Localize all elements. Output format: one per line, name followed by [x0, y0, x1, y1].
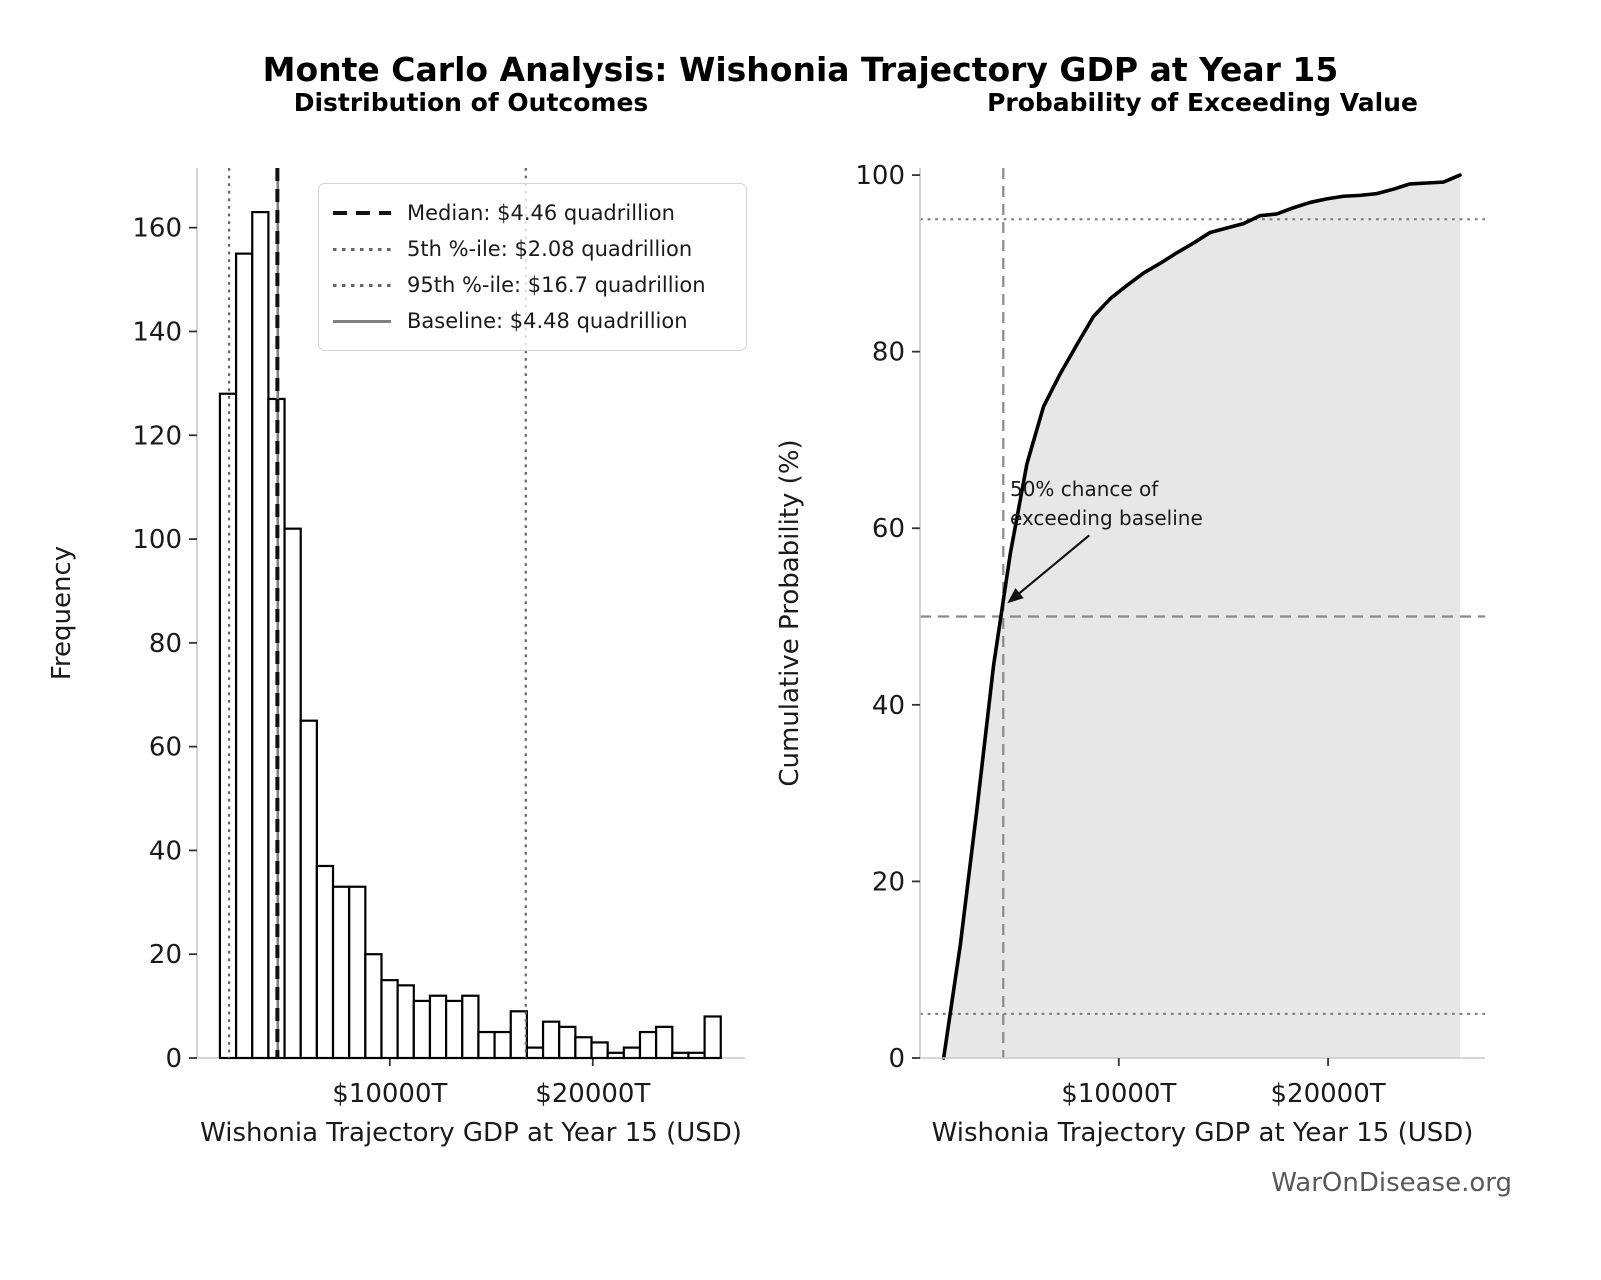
histogram-bar	[234, 252, 254, 1060]
legend-row-median: Median: $4.46 quadrillion	[333, 195, 732, 231]
main-title: Monte Carlo Analysis: Wishonia Trajector…	[262, 50, 1339, 89]
y-tick-label: 40	[149, 836, 182, 866]
y-tick-label: 120	[132, 421, 182, 451]
cdf-y-axis-label: Cumulative Probability (%)	[775, 439, 805, 787]
cdf-x-axis-label: Wishonia Trajectory GDP at Year 15 (USD)	[931, 1118, 1474, 1148]
legend-label-p95: 95th %-ile: $16.7 quadrillion	[407, 273, 706, 297]
legend-row-baseline: Baseline: $4.48 quadrillion	[333, 303, 732, 339]
histogram-bar	[396, 984, 415, 1060]
y-tick-label: 80	[872, 338, 905, 368]
histogram-bar	[493, 1030, 512, 1060]
cdf-curve	[941, 173, 1462, 1060]
histogram-x-axis-label: Wishonia Trajectory GDP at Year 15 (USD)	[200, 1118, 742, 1148]
histogram-bar	[574, 1036, 593, 1060]
histogram-bar	[606, 1051, 625, 1060]
y-tick-label: 20	[872, 867, 905, 897]
cdf-plot: 0 20 40 60 80 100 $10000T $20000T	[855, 161, 1485, 1109]
histogram-bar	[541, 1020, 561, 1060]
histogram-bar	[655, 1025, 674, 1060]
y-tick-label: 20	[149, 940, 182, 970]
histogram-bar	[348, 885, 367, 1060]
histogram-bar	[299, 719, 318, 1060]
legend: Median: $4.46 quadrillion 5th %-ile: $2.…	[318, 183, 747, 351]
histogram-bar	[509, 1010, 528, 1060]
annotation-arrow-shaft	[1018, 534, 1090, 594]
legend-row-p95: 95th %-ile: $16.7 quadrillion	[333, 267, 732, 303]
watermark: WarOnDisease.org	[1271, 1168, 1512, 1198]
legend-row-p5: 5th %-ile: $2.08 quadrillion	[333, 231, 732, 267]
y-tick-label: 80	[149, 629, 182, 659]
p95-line-swatch	[333, 283, 391, 287]
histogram-bar	[461, 994, 480, 1060]
legend-label-baseline: Baseline: $4.48 quadrillion	[407, 309, 688, 333]
histogram-bar	[638, 1030, 658, 1060]
histogram-bar	[477, 1030, 496, 1060]
y-tick-label: 0	[888, 1044, 905, 1074]
x-tick-label: $20000T	[1270, 1079, 1385, 1109]
median-line-swatch	[333, 211, 391, 215]
annotation-arrow-head	[1007, 588, 1024, 604]
histogram-bar	[412, 999, 432, 1060]
histogram-bar	[590, 1041, 609, 1060]
histogram-bar	[687, 1051, 706, 1060]
histogram-bar	[525, 1046, 545, 1060]
x-tick-label: $20000T	[535, 1079, 650, 1109]
legend-label-p5: 5th %-ile: $2.08 quadrillion	[407, 237, 693, 261]
histogram-bar	[445, 999, 464, 1060]
histogram-bar	[671, 1051, 690, 1060]
histogram-bar	[558, 1025, 577, 1060]
histogram-bar	[380, 979, 399, 1060]
y-tick-label: 60	[149, 733, 182, 763]
p5-line-swatch	[333, 247, 391, 251]
histogram-y-axis-label: Frequency	[47, 545, 77, 681]
y-tick-label: 40	[872, 691, 905, 721]
y-tick-label: 100	[132, 525, 182, 555]
cdf-annotation: 50% chance of exceeding baseline	[1009, 477, 1203, 531]
x-tick-label: $10000T	[332, 1079, 447, 1109]
x-tick-label: $10000T	[1061, 1079, 1176, 1109]
histogram-bar	[315, 864, 335, 1060]
cdf-title: Probability of Exceeding Value	[987, 88, 1418, 117]
legend-label-median: Median: $4.46 quadrillion	[407, 201, 675, 225]
histogram-title: Distribution of Outcomes	[293, 88, 649, 117]
y-tick-label: 60	[872, 514, 905, 544]
cdf-area-fill	[943, 175, 1461, 1059]
histogram-bar	[283, 527, 302, 1060]
histogram-bar	[703, 1015, 722, 1060]
histogram-bar	[331, 885, 351, 1060]
baseline-line-swatch	[333, 319, 391, 323]
histogram-bar	[622, 1046, 642, 1060]
y-tick-label: 0	[165, 1044, 182, 1074]
histogram-bar	[218, 392, 238, 1060]
histogram-bar	[428, 994, 448, 1060]
y-tick-label: 100	[855, 161, 905, 191]
histogram-bar	[251, 211, 270, 1060]
y-tick-label: 160	[132, 214, 182, 244]
y-tick-label: 140	[132, 317, 182, 347]
histogram-bar	[364, 953, 383, 1060]
histogram-plot: 0 20 40 60 80 100 120 140 160 $10000T $20000T	[132, 168, 745, 1109]
